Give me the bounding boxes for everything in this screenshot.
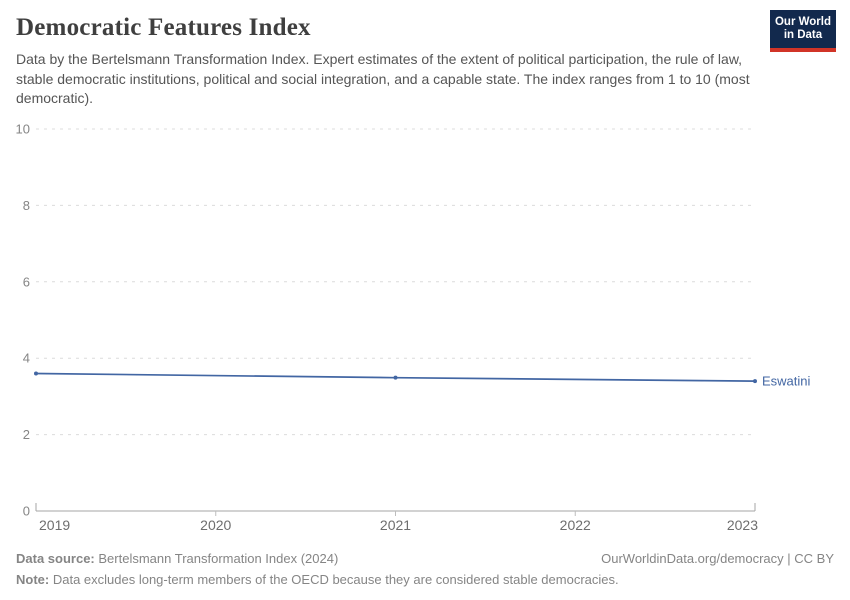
data-point-marker	[34, 371, 38, 376]
y-axis-tick-label: 10	[16, 122, 30, 137]
x-axis-tick-label: 2023	[727, 517, 758, 533]
series-label[interactable]: Eswatini	[762, 374, 811, 389]
data-source-text: Bertelsmann Transformation Index (2024)	[98, 551, 339, 566]
owid-logo-accent-strip	[770, 48, 836, 52]
note-label: Note:	[16, 572, 50, 587]
data-source-label: Data source:	[16, 551, 95, 566]
data-point-marker	[393, 375, 398, 380]
chart-subtitle: Data by the Bertelsmann Transformation I…	[16, 51, 750, 106]
chart-footer: Data source: Bertelsmann Transformation …	[16, 548, 834, 590]
line-chart: 0 2 4 6 8 10 2019 2020 2021 2022 2023 Eswatini	[16, 122, 811, 534]
note-line: Note: Data excludes long-term members of…	[16, 569, 834, 590]
page-title: Democratic Features Index	[16, 14, 311, 41]
x-axis-tick-label: 2022	[560, 517, 591, 533]
data-point-marker	[753, 379, 757, 384]
data-source-line: Data source: Bertelsmann Transformation …	[16, 548, 338, 569]
x-axis-tick-label: 2020	[200, 517, 231, 533]
y-axis-tick-label: 6	[23, 274, 30, 289]
attribution-link[interactable]: OurWorldinData.org/democracy | CC BY	[601, 551, 834, 566]
owid-logo-text: Our World in Data	[774, 15, 831, 42]
x-axis-tick-label: 2021	[380, 517, 411, 533]
y-axis-tick-label: 8	[23, 198, 30, 213]
owid-logo[interactable]: Our World in Data	[770, 10, 836, 52]
y-axis-tick-label: 0	[23, 504, 30, 519]
note-text: Data excludes long-term members of the O…	[52, 572, 619, 587]
y-axis-tick-label: 2	[23, 427, 30, 442]
x-axis-tick-label: 2019	[39, 517, 70, 533]
y-axis-tick-label: 4	[23, 351, 30, 366]
